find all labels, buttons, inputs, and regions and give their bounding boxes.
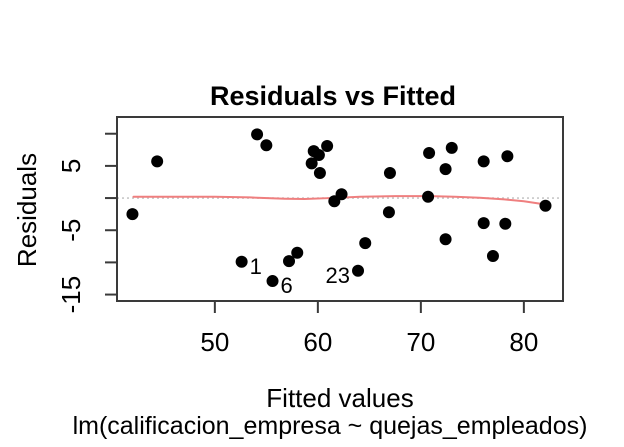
data-point	[235, 255, 248, 268]
plot-border	[116, 116, 564, 302]
data-point	[422, 190, 435, 203]
point-index-label: 6	[281, 273, 293, 298]
data-point	[439, 233, 452, 246]
data-point	[151, 155, 164, 168]
data-point	[266, 275, 279, 288]
data-point	[251, 128, 264, 141]
data-point	[501, 150, 514, 163]
point-index-label: 23	[326, 263, 350, 288]
data-point	[126, 208, 139, 221]
x-axis-tick-label: 50	[200, 327, 229, 357]
data-point	[312, 148, 325, 161]
x-axis-tick-label: 60	[303, 327, 332, 357]
data-point	[313, 166, 326, 179]
data-point	[445, 141, 458, 154]
model-formula-caption: lm(calificacion_empresa ~ quejas_emplead…	[72, 412, 588, 440]
y-axis-label: Residuals	[12, 152, 42, 268]
data-point	[499, 217, 512, 230]
data-point	[423, 147, 436, 160]
data-point	[335, 188, 348, 201]
x-axis-label: Fitted values	[266, 383, 414, 413]
data-point	[321, 139, 334, 152]
y-axis-tick-label: -15	[56, 276, 86, 314]
data-point	[382, 206, 395, 219]
smooth-line	[132, 195, 547, 206]
data-point	[477, 155, 490, 168]
data-point	[486, 249, 499, 262]
data-point	[383, 166, 396, 179]
plot-title: Residuals vs Fitted	[209, 81, 457, 111]
x-axis-tick-label: 70	[406, 327, 435, 357]
data-point	[305, 157, 318, 170]
data-point	[439, 163, 452, 176]
y-axis-tick-label: 5	[56, 159, 86, 173]
x-axis-tick-label: 80	[509, 327, 538, 357]
data-point	[477, 217, 490, 230]
data-point	[283, 255, 296, 268]
data-point	[352, 264, 365, 277]
y-axis-tick-label: -5	[56, 219, 86, 242]
data-point	[291, 246, 304, 259]
point-index-label: 1	[250, 254, 262, 279]
data-point	[359, 237, 372, 250]
data-point	[260, 139, 273, 152]
data-point	[539, 199, 552, 212]
